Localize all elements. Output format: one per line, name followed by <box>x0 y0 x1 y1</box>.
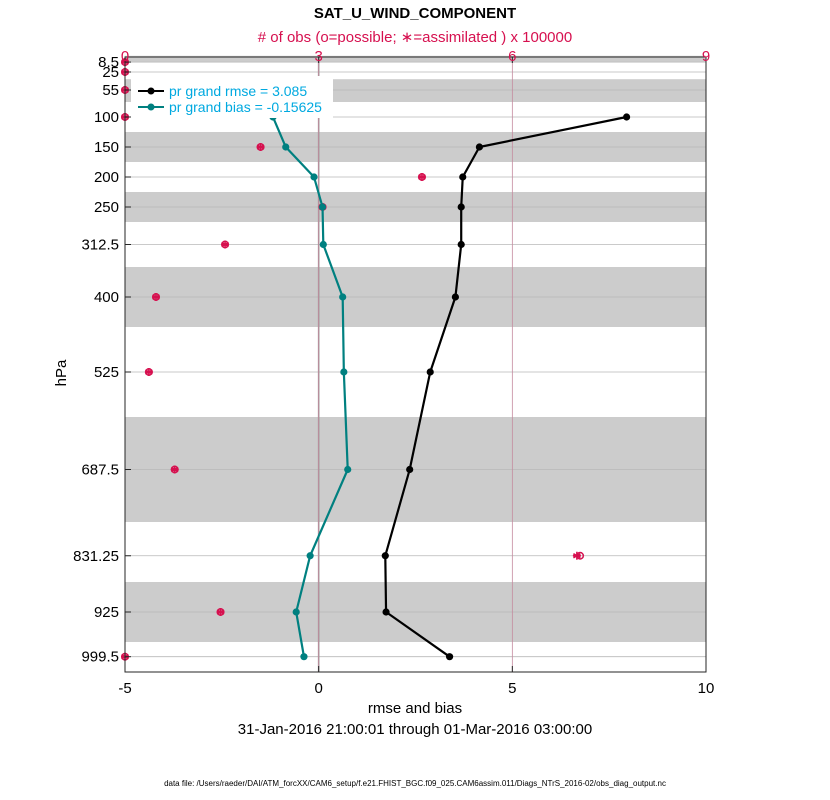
bias-point <box>318 203 327 211</box>
obs-assimilated-marker <box>216 608 225 616</box>
legend-bias-label: pr grand bias = -0.15625 <box>169 99 322 115</box>
y-tick-label: 55 <box>102 82 119 99</box>
bias-point <box>339 293 347 301</box>
obs-assimilated-marker <box>144 368 153 376</box>
bias-point <box>300 653 308 661</box>
x-tick-label: 0 <box>314 680 322 697</box>
y-axis-label: hPa <box>53 359 70 386</box>
bias-point <box>340 368 348 376</box>
rmse-point <box>381 552 389 560</box>
vertical-gridlines <box>317 57 513 672</box>
axis-ticks <box>124 57 707 672</box>
y-tick-label: 8.5 <box>98 54 119 71</box>
x-tick-label: -5 <box>118 680 131 697</box>
horizontal-gridlines <box>125 61 706 658</box>
x-axis-tick-labels: -5 0 5 10 <box>118 680 714 697</box>
x-axis-label: rmse and bias <box>368 700 462 717</box>
top-tick-label: 3 <box>314 48 322 65</box>
legend-bias-marker <box>147 103 155 111</box>
bias-point <box>344 465 352 474</box>
y-tick-label: 200 <box>94 169 119 186</box>
data-series <box>269 113 631 661</box>
rmse-point <box>457 240 465 249</box>
bias-point <box>310 173 318 181</box>
y-tick-label: 250 <box>94 199 119 216</box>
top-axis-label: # of obs (o=possible; ∗=assimilated ) x … <box>258 29 572 46</box>
top-tick-label: 6 <box>508 48 516 65</box>
shaded-band <box>125 57 706 63</box>
obs-assimilated-marker <box>572 551 581 560</box>
rmse-point <box>426 368 434 376</box>
rmse-point <box>457 203 465 211</box>
top-tick-label: 9 <box>702 48 710 65</box>
y-tick-label: 400 <box>94 289 119 306</box>
obs-assimilated-marker <box>221 240 230 249</box>
y-tick-label: 999.5 <box>81 649 119 666</box>
rmse-point <box>475 143 484 151</box>
rmse-point <box>459 173 467 181</box>
y-tick-label: 687.5 <box>81 462 119 479</box>
top-axis-tick-labels: 0 3 6 9 <box>121 48 710 65</box>
x-tick-label: 10 <box>698 680 715 697</box>
rmse-point <box>622 113 631 121</box>
bias-point <box>282 143 290 151</box>
plot-area <box>121 55 707 673</box>
rmse-point <box>382 608 390 616</box>
rmse-point <box>451 293 459 301</box>
data-file-footer: data file: /Users/raeder/DAI/ATM_forcXX/… <box>164 779 666 788</box>
chart-title: SAT_U_WIND_COMPONENT <box>314 5 516 22</box>
obs-assimilated-marker <box>170 465 179 474</box>
y-tick-label: 150 <box>94 139 119 156</box>
y-tick-label: 525 <box>94 364 119 381</box>
rmse-point <box>406 465 414 474</box>
y-tick-label: 312.5 <box>81 237 119 254</box>
y-tick-label: 100 <box>94 109 119 126</box>
top-tick-label: 0 <box>121 48 129 65</box>
y-tick-label: 25 <box>102 64 119 81</box>
x-tick-label: 5 <box>508 680 516 697</box>
bias-point <box>306 552 314 560</box>
obs-assimilated-marker <box>256 143 265 151</box>
y-tick-label: 831.25 <box>73 548 119 565</box>
rmse-point <box>445 653 454 661</box>
shaded-band <box>125 55 706 57</box>
legend-rmse-marker <box>147 87 155 95</box>
obs-assimilated-marker <box>151 293 160 301</box>
y-tick-label: 925 <box>94 604 119 621</box>
legend-box <box>131 76 333 118</box>
obs-assimilated-marker <box>417 173 426 181</box>
plot-frame <box>124 56 707 673</box>
legend-rmse-label: pr grand rmse = 3.085 <box>169 83 307 99</box>
legend: pr grand rmse = 3.085 pr grand bias = -0… <box>131 76 333 118</box>
date-range: 31-Jan-2016 21:00:01 through 01-Mar-2016… <box>238 721 592 738</box>
bias-point <box>292 608 300 616</box>
bias-point <box>319 240 327 249</box>
